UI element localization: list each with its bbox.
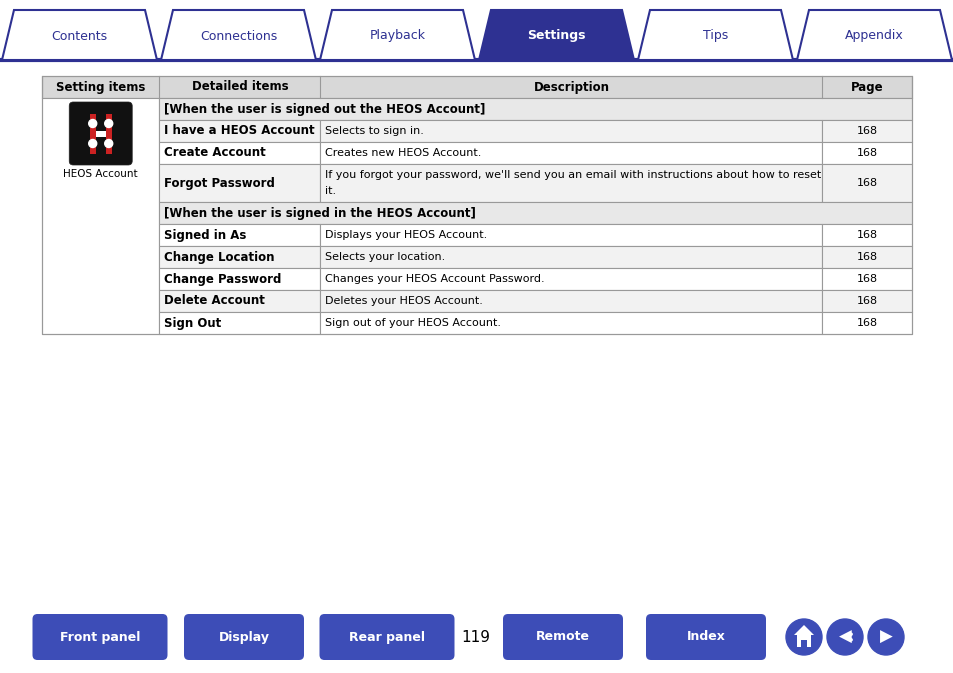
Polygon shape <box>821 290 911 312</box>
Polygon shape <box>821 142 911 164</box>
Text: 168: 168 <box>856 252 877 262</box>
Text: Create Account: Create Account <box>164 147 266 160</box>
Polygon shape <box>320 164 821 202</box>
Text: Changes your HEOS Account Password.: Changes your HEOS Account Password. <box>325 274 544 284</box>
Text: Index: Index <box>686 631 724 643</box>
Bar <box>796 635 810 647</box>
Polygon shape <box>159 98 911 120</box>
Polygon shape <box>821 268 911 290</box>
Circle shape <box>105 139 112 147</box>
Text: Signed in As: Signed in As <box>164 229 247 242</box>
Polygon shape <box>95 131 106 137</box>
Text: Sign out of your HEOS Account.: Sign out of your HEOS Account. <box>325 318 501 328</box>
Polygon shape <box>320 120 821 142</box>
Text: it.: it. <box>325 186 336 196</box>
Text: Change Location: Change Location <box>164 250 274 264</box>
Polygon shape <box>159 268 320 290</box>
Text: Display: Display <box>218 631 269 643</box>
Polygon shape <box>159 164 320 202</box>
Text: 168: 168 <box>856 296 877 306</box>
Circle shape <box>826 619 862 655</box>
Text: Change Password: Change Password <box>164 273 281 285</box>
Polygon shape <box>161 10 315 60</box>
Text: If you forgot your password, we'll send you an email with instructions about how: If you forgot your password, we'll send … <box>325 170 821 180</box>
Circle shape <box>785 619 821 655</box>
Text: Front panel: Front panel <box>60 631 140 643</box>
Text: ◀: ◀ <box>838 628 850 646</box>
Text: [When the user is signed in the HEOS Account]: [When the user is signed in the HEOS Acc… <box>164 207 476 219</box>
Text: I have a HEOS Account: I have a HEOS Account <box>164 125 314 137</box>
Polygon shape <box>320 224 821 246</box>
Text: 168: 168 <box>856 318 877 328</box>
Polygon shape <box>821 164 911 202</box>
Polygon shape <box>821 312 911 334</box>
Polygon shape <box>159 246 320 268</box>
Polygon shape <box>159 120 320 142</box>
Polygon shape <box>42 98 159 334</box>
Bar <box>801 640 806 647</box>
Text: Displays your HEOS Account.: Displays your HEOS Account. <box>325 230 487 240</box>
Polygon shape <box>793 625 813 635</box>
Text: ▶: ▶ <box>879 628 891 646</box>
Text: 119: 119 <box>461 629 490 645</box>
FancyBboxPatch shape <box>32 614 168 660</box>
Text: [When the user is signed out the HEOS Account]: [When the user is signed out the HEOS Ac… <box>164 102 485 116</box>
Polygon shape <box>159 224 320 246</box>
Text: Rear panel: Rear panel <box>349 631 424 643</box>
Circle shape <box>867 619 903 655</box>
Polygon shape <box>478 10 634 60</box>
Polygon shape <box>796 10 951 60</box>
Text: Playback: Playback <box>369 30 425 42</box>
Text: Sign Out: Sign Out <box>164 316 221 330</box>
Text: Contents: Contents <box>51 30 108 42</box>
Polygon shape <box>821 224 911 246</box>
Text: Creates new HEOS Account.: Creates new HEOS Account. <box>325 148 481 158</box>
Text: 168: 168 <box>856 148 877 158</box>
Text: Selects your location.: Selects your location. <box>325 252 445 262</box>
Text: Tips: Tips <box>702 30 727 42</box>
Polygon shape <box>320 312 821 334</box>
Text: Appendix: Appendix <box>844 30 902 42</box>
Polygon shape <box>42 76 911 98</box>
FancyBboxPatch shape <box>319 614 454 660</box>
Circle shape <box>89 120 96 127</box>
Polygon shape <box>106 114 112 153</box>
Polygon shape <box>159 312 320 334</box>
Polygon shape <box>638 10 792 60</box>
Polygon shape <box>821 246 911 268</box>
FancyBboxPatch shape <box>502 614 622 660</box>
Text: Setting items: Setting items <box>56 81 145 94</box>
Text: Page: Page <box>850 81 882 94</box>
Text: Delete Account: Delete Account <box>164 295 265 308</box>
Polygon shape <box>90 114 95 153</box>
Polygon shape <box>320 142 821 164</box>
Polygon shape <box>320 268 821 290</box>
Text: Forgot Password: Forgot Password <box>164 176 275 190</box>
Polygon shape <box>320 246 821 268</box>
Text: 168: 168 <box>856 126 877 136</box>
Text: Connections: Connections <box>200 30 276 42</box>
Polygon shape <box>2 10 157 60</box>
Text: Selects to sign in.: Selects to sign in. <box>325 126 424 136</box>
Polygon shape <box>319 10 475 60</box>
Text: Deletes your HEOS Account.: Deletes your HEOS Account. <box>325 296 483 306</box>
FancyBboxPatch shape <box>70 102 132 165</box>
Polygon shape <box>159 202 911 224</box>
Circle shape <box>105 120 112 127</box>
Text: Settings: Settings <box>527 30 585 42</box>
Text: 168: 168 <box>856 230 877 240</box>
Text: Remote: Remote <box>536 631 589 643</box>
FancyBboxPatch shape <box>184 614 304 660</box>
Circle shape <box>89 139 96 147</box>
Polygon shape <box>159 290 320 312</box>
Text: 168: 168 <box>856 274 877 284</box>
Polygon shape <box>320 290 821 312</box>
Text: Description: Description <box>533 81 609 94</box>
Text: 168: 168 <box>856 178 877 188</box>
Text: Detailed items: Detailed items <box>192 81 288 94</box>
Polygon shape <box>159 142 320 164</box>
Polygon shape <box>821 120 911 142</box>
FancyBboxPatch shape <box>645 614 765 660</box>
Text: HEOS Account: HEOS Account <box>63 169 138 179</box>
